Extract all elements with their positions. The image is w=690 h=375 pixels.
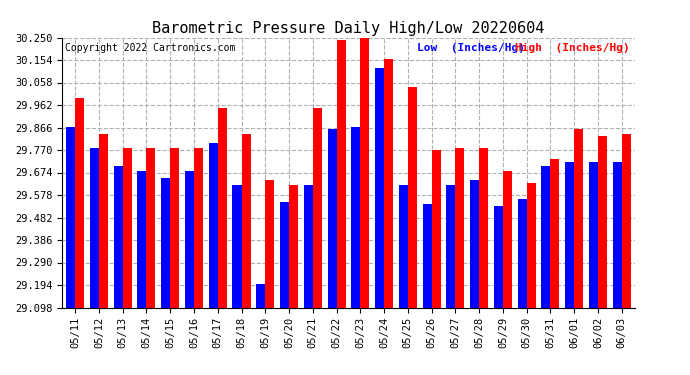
- Bar: [337, 40, 346, 308]
- Bar: [565, 162, 574, 308]
- Bar: [75, 99, 84, 308]
- Bar: [518, 199, 526, 308]
- Bar: [351, 126, 360, 308]
- Bar: [265, 180, 275, 308]
- Bar: [194, 148, 203, 308]
- Bar: [137, 171, 146, 308]
- Bar: [208, 143, 218, 308]
- Bar: [422, 204, 432, 308]
- Bar: [494, 206, 503, 308]
- Text: High  (Inches/Hg): High (Inches/Hg): [515, 43, 629, 53]
- Bar: [185, 171, 194, 308]
- Bar: [170, 148, 179, 308]
- Bar: [280, 201, 289, 308]
- Bar: [384, 58, 393, 308]
- Bar: [161, 178, 170, 308]
- Bar: [446, 185, 455, 308]
- Title: Barometric Pressure Daily High/Low 20220604: Barometric Pressure Daily High/Low 20220…: [152, 21, 544, 36]
- Bar: [304, 185, 313, 308]
- Bar: [375, 68, 384, 308]
- Bar: [114, 166, 123, 308]
- Bar: [328, 129, 337, 308]
- Bar: [613, 162, 622, 308]
- Bar: [589, 162, 598, 308]
- Bar: [360, 38, 369, 308]
- Bar: [470, 180, 479, 308]
- Bar: [146, 148, 155, 308]
- Bar: [598, 136, 607, 308]
- Bar: [432, 150, 441, 308]
- Text: Low  (Inches/Hg): Low (Inches/Hg): [417, 43, 525, 53]
- Bar: [90, 148, 99, 308]
- Bar: [542, 166, 551, 308]
- Bar: [526, 183, 535, 308]
- Bar: [99, 134, 108, 308]
- Bar: [256, 284, 265, 308]
- Bar: [218, 108, 227, 308]
- Bar: [123, 148, 132, 308]
- Bar: [574, 129, 583, 308]
- Bar: [551, 159, 560, 308]
- Bar: [479, 148, 489, 308]
- Text: Copyright 2022 Cartronics.com: Copyright 2022 Cartronics.com: [65, 43, 235, 53]
- Bar: [622, 134, 631, 308]
- Bar: [503, 171, 512, 308]
- Bar: [241, 134, 250, 308]
- Bar: [289, 185, 298, 308]
- Bar: [313, 108, 322, 308]
- Bar: [66, 126, 75, 308]
- Bar: [399, 185, 408, 308]
- Bar: [408, 87, 417, 308]
- Bar: [455, 148, 464, 308]
- Bar: [233, 185, 241, 308]
